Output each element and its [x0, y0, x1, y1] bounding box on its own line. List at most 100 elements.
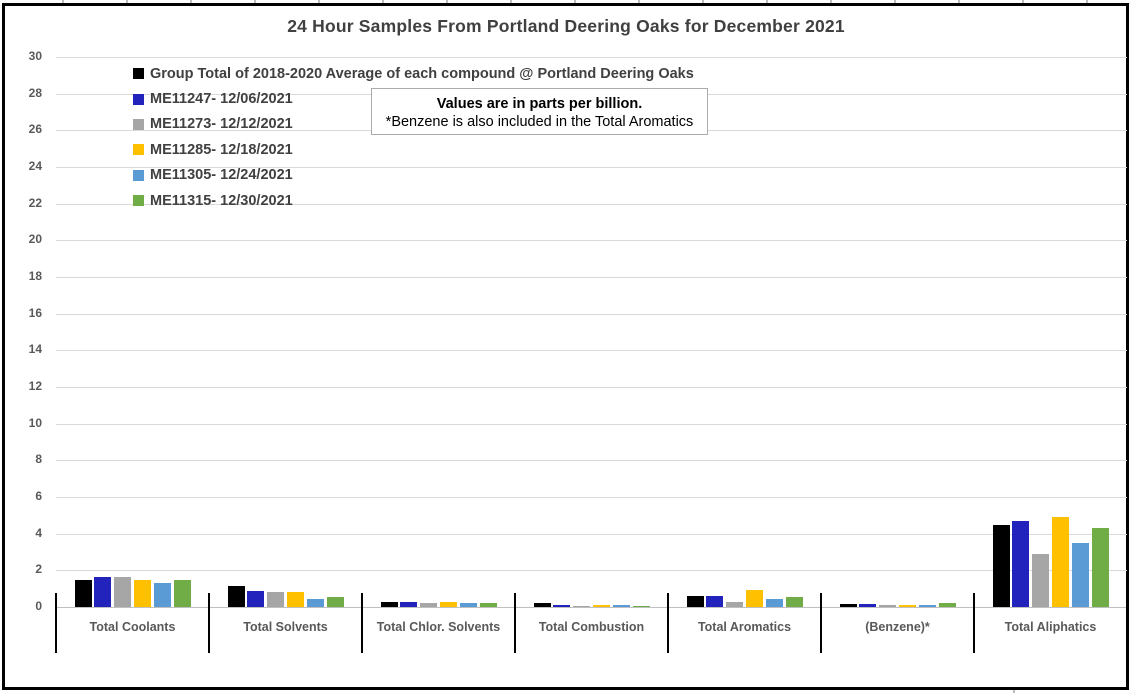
category-label: Total Combustion [538, 620, 645, 634]
gridline [56, 240, 1127, 242]
bar [898, 604, 916, 607]
bar [1091, 528, 1109, 607]
y-axis-tick-label: 16 [28, 305, 42, 320]
bar [94, 576, 112, 607]
category-label: Total Chlor. Solvents [376, 620, 501, 634]
bar [286, 592, 304, 607]
bar [706, 595, 724, 607]
chart-title: 24 Hour Samples From Portland Deering Oa… [287, 16, 845, 36]
category-separator-tick [55, 593, 57, 653]
legend-color-swatch [133, 195, 144, 207]
legend-color-swatch [133, 93, 144, 105]
gridline [56, 460, 1127, 462]
legend-label: ME11285- 12/18/2021 [150, 141, 293, 158]
y-axis-tick-label: 22 [28, 195, 42, 210]
y-axis-tick-label: 20 [28, 232, 42, 247]
bar [1071, 542, 1089, 607]
bar [459, 603, 477, 607]
legend-label: ME11315- 12/30/2021 [150, 192, 293, 209]
gridline [56, 423, 1127, 425]
bar [632, 605, 650, 607]
legend-item: ME11285- 12/18/2021 [133, 137, 694, 162]
annotation-benzene-line: *Benzene is also included in the Total A… [385, 114, 694, 130]
gridline [56, 277, 1127, 278]
spreadsheet-gridline-strip-bottom [0, 690, 1132, 693]
category-label: (Benzene)* [865, 620, 930, 634]
gridline [56, 167, 1127, 168]
y-axis-tick-label: 10 [28, 415, 42, 430]
bar [745, 589, 763, 607]
bar [553, 604, 571, 607]
legend-item: ME11315- 12/30/2021 [133, 188, 694, 213]
gridline [56, 533, 1127, 535]
bar [173, 580, 191, 607]
bar [1051, 517, 1069, 607]
category-separator-tick [514, 593, 516, 653]
bar [918, 604, 936, 607]
legend-item: ME11247- 12/06/2021 [133, 86, 694, 111]
y-axis-tick-label: 14 [28, 342, 42, 357]
bar [1012, 520, 1030, 607]
y-axis-tick-label: 18 [28, 269, 42, 283]
bar [992, 525, 1010, 607]
bar [726, 601, 744, 607]
legend-color-swatch [133, 68, 144, 80]
y-axis-tick-label: 24 [28, 159, 42, 173]
gridline [56, 350, 1127, 352]
legend-color-swatch [133, 144, 144, 156]
bar [879, 605, 897, 607]
bar [612, 605, 630, 607]
legend-label: ME11273- 12/12/2021 [150, 116, 293, 133]
bar [592, 605, 610, 607]
legend-label: ME11305- 12/24/2021 [150, 167, 293, 184]
bar [227, 585, 245, 607]
bar [133, 580, 151, 607]
category-label: Total Coolants [89, 620, 176, 634]
y-axis-tick-label: 2 [35, 562, 42, 577]
category-separator-tick [361, 593, 363, 653]
legend-item: ME11273- 12/12/2021 [133, 112, 694, 137]
legend-item: Group Total of 2018-2020 Average of each… [133, 61, 694, 86]
gridline [56, 607, 1127, 608]
legend-label: Group Total of 2018-2020 Average of each… [150, 65, 694, 82]
bar [573, 606, 591, 607]
bar [938, 603, 956, 607]
legend: Group Total of 2018-2020 Average of each… [133, 61, 694, 213]
bar [267, 592, 285, 607]
spreadsheet-gridline-strip-top [0, 0, 1132, 3]
category-separator-tick [667, 593, 669, 653]
bar [439, 602, 457, 607]
bar [380, 601, 398, 607]
annotation-box: Values are in parts per billion. *Benzen… [371, 88, 708, 135]
gridline [56, 313, 1127, 315]
bar [1032, 553, 1050, 607]
bar [247, 590, 265, 607]
y-axis-tick-label: 12 [28, 379, 42, 393]
bar [74, 579, 92, 607]
gridline [56, 497, 1127, 498]
y-axis-tick-label: 4 [35, 525, 42, 540]
bar [306, 598, 324, 607]
bar [765, 598, 783, 607]
bar [400, 602, 418, 607]
category-label: Total Solvents [243, 620, 328, 634]
legend-color-swatch [133, 169, 144, 181]
bar [326, 596, 344, 607]
bar [153, 583, 171, 607]
legend-label: ME11247- 12/06/2021 [150, 91, 293, 108]
y-axis-tick-label: 6 [35, 489, 42, 503]
y-axis-tick-label: 8 [35, 452, 42, 467]
gridline [56, 57, 1127, 58]
bar [533, 603, 551, 607]
y-axis-tick-label: 0 [35, 599, 42, 613]
category-separator-tick [820, 593, 822, 653]
bar [686, 596, 704, 607]
bar [859, 603, 877, 607]
gridline [56, 387, 1127, 388]
bar [479, 603, 497, 607]
y-axis-tick-label: 30 [28, 49, 42, 63]
category-label: Total Aromatics [697, 620, 792, 634]
y-axis-tick-label: 28 [28, 85, 42, 100]
y-axis-tick-label: 26 [28, 122, 42, 137]
